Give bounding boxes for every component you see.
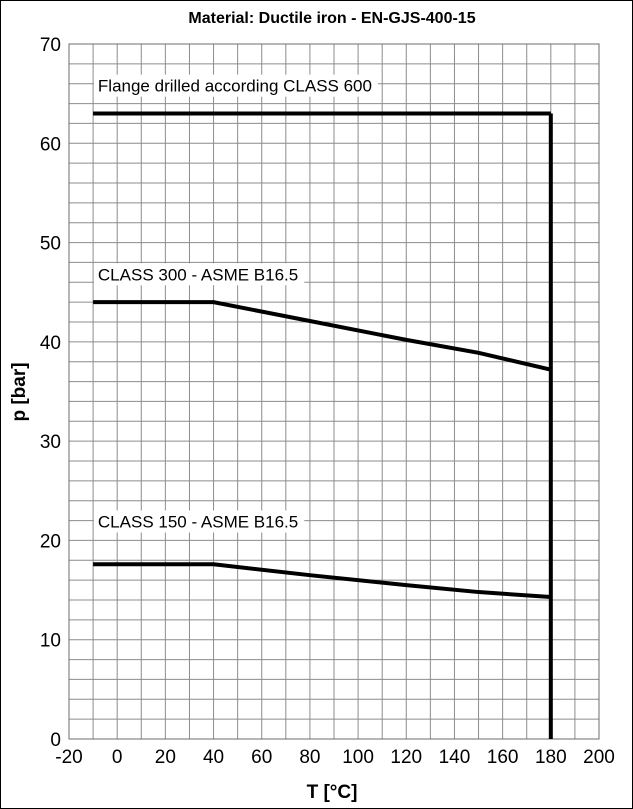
series-line: [93, 562, 551, 600]
x-tick-label: 160: [487, 747, 519, 768]
y-tick-label: 20: [40, 531, 61, 552]
x-tick-label: 180: [535, 747, 567, 768]
x-tick-label: 20: [155, 747, 176, 768]
y-axis-label: p [bar]: [9, 362, 30, 421]
grid-layer: [68, 43, 600, 740]
annotation-background: [93, 263, 305, 286]
tick-layer: -20 0 20 40 60 80 100 120 140 160 180 2000102030405…: [40, 35, 615, 768]
plot-frame: [68, 43, 600, 740]
y-tick-label: 30: [40, 432, 61, 453]
x-axis-label: T [°C]: [307, 782, 358, 803]
x-tick-label: 200: [583, 747, 615, 768]
annotation-label: CLASS 300 - ASME B16.5: [98, 265, 298, 284]
x-tick-label: 80: [299, 747, 320, 768]
series-layer: [93, 111, 553, 739]
x-tick-label: 0: [112, 747, 123, 768]
annotation-background: [93, 510, 305, 533]
y-tick-label: 0: [50, 730, 61, 751]
y-tick-label: 40: [40, 333, 61, 354]
x-tick-label: 40: [203, 747, 224, 768]
y-tick-label: 70: [40, 35, 61, 56]
y-tick-label: 60: [40, 134, 61, 155]
x-tick-label: 100: [342, 747, 374, 768]
annotation-label: Flange drilled according CLASS 600: [98, 77, 372, 96]
y-tick-label: 50: [40, 234, 61, 255]
annotation-label: CLASS 150 - ASME B16.5: [98, 513, 298, 532]
chart-title: Material: Ductile iron - EN-GJS-400-15: [188, 10, 475, 27]
x-tick-label: 140: [439, 747, 471, 768]
x-tick-label: -20: [55, 747, 82, 768]
series-line: [93, 300, 552, 372]
y-tick-label: 10: [40, 631, 61, 652]
annotation-layer: Flange drilled according CLASS 600 CLASS …: [93, 74, 378, 533]
x-tick-label: 120: [390, 747, 422, 768]
x-tick-label: 60: [251, 747, 272, 768]
annotation-background: [93, 74, 378, 97]
